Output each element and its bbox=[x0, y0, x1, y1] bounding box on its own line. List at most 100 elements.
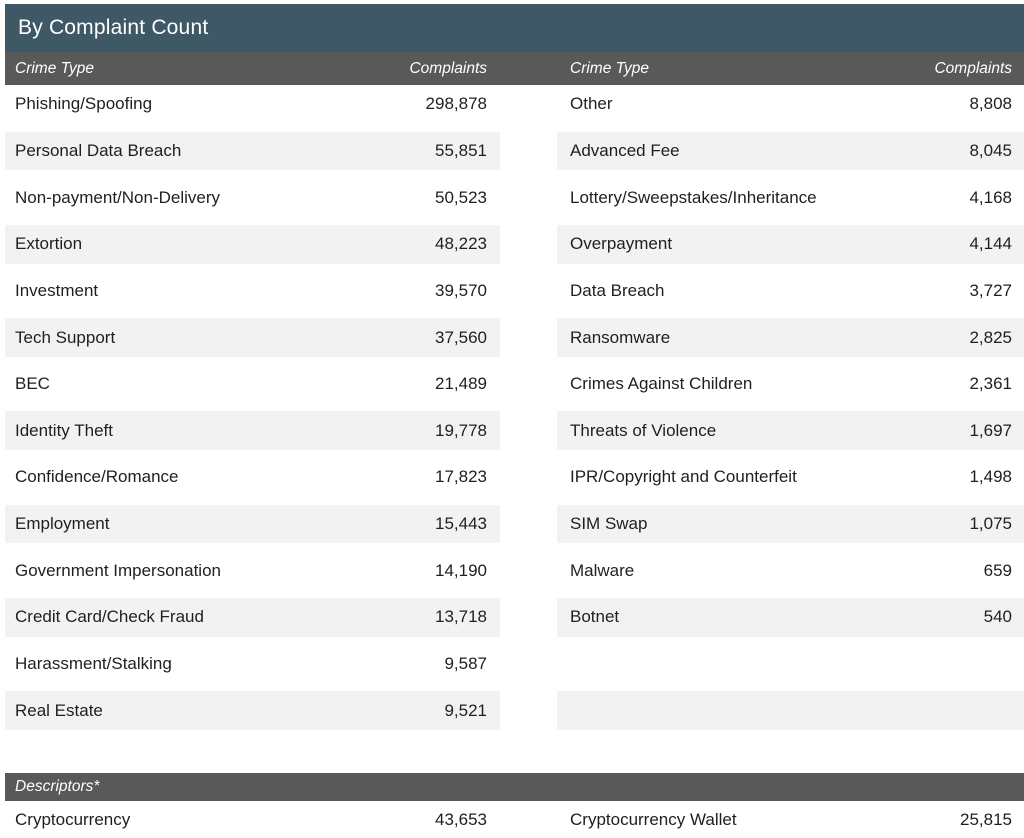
left-complaints-header: Complaints bbox=[409, 59, 487, 77]
table-row: Investment 39,570 bbox=[5, 271, 500, 319]
crime-type-cell: Credit Card/Check Fraud bbox=[15, 607, 204, 627]
crime-type-cell: Other bbox=[570, 94, 613, 114]
crime-type-cell: Extortion bbox=[15, 234, 83, 254]
complaints-cell: 1,697 bbox=[969, 420, 1012, 440]
left-complaints-table: Phishing/Spoofing 298,878 Personal Data Br… bbox=[5, 85, 500, 738]
crime-type-cell: Confidence/Romance bbox=[15, 467, 179, 487]
complaints-cell: 2,361 bbox=[969, 374, 1012, 394]
left-table-header: Crime Type Complaints bbox=[5, 52, 500, 85]
complaints-cell: 37,560 bbox=[435, 327, 487, 347]
descriptors-label: Descriptors* bbox=[15, 777, 100, 795]
crime-type-cell: Botnet bbox=[570, 607, 620, 627]
table-row: Real Estate 9,521 bbox=[5, 691, 500, 738]
table-row: Advanced Fee 8,045 bbox=[557, 131, 1024, 179]
complaints-cell: 4,168 bbox=[969, 187, 1012, 207]
crime-type-cell: IPR/Copyright and Counterfeit bbox=[570, 467, 797, 487]
table-row: BEC 21,489 bbox=[5, 364, 500, 412]
table-row: Harassment/Stalking 9,587 bbox=[5, 644, 500, 692]
table-row: SIM Swap 1,075 bbox=[557, 504, 1024, 552]
crime-type-cell: Employment bbox=[15, 514, 110, 534]
crime-type-cell: Tech Support bbox=[15, 327, 116, 347]
crime-type-cell: Advanced Fee bbox=[570, 140, 680, 160]
table-row: Malware 659 bbox=[557, 551, 1024, 599]
crime-type-cell: Cryptocurrency bbox=[15, 810, 131, 830]
right-table-header: Crime Type Complaints bbox=[557, 52, 1024, 85]
table-row: Other 8,808 bbox=[557, 85, 1024, 132]
crime-type-cell: Overpayment bbox=[570, 234, 673, 254]
crime-type-cell: BEC bbox=[15, 374, 50, 394]
crime-type-cell: Malware bbox=[570, 560, 635, 580]
right-crime-type-header: Crime Type bbox=[570, 59, 649, 77]
crime-type-cell: Phishing/Spoofing bbox=[15, 94, 153, 114]
section-title: By Complaint Count bbox=[18, 16, 209, 39]
table-row: Credit Card/Check Fraud 13,718 bbox=[5, 598, 500, 645]
complaints-cell: 43,653 bbox=[435, 810, 487, 830]
table-gap bbox=[500, 85, 557, 738]
left-descriptor-table: Cryptocurrency 43,653 bbox=[5, 800, 500, 838]
table-row: Phishing/Spoofing 298,878 bbox=[5, 85, 500, 132]
complaints-cell: 1,498 bbox=[969, 467, 1012, 487]
table-row: Lottery/Sweepstakes/Inheritance 4,168 bbox=[557, 178, 1024, 225]
crime-type-cell: Ransomware bbox=[570, 327, 671, 347]
crime-type-cell: Real Estate bbox=[15, 700, 103, 720]
complaints-cell: 298,878 bbox=[425, 94, 487, 114]
crime-type-cell: SIM Swap bbox=[570, 514, 648, 534]
crime-type-cell: Data Breach bbox=[570, 280, 665, 300]
right-complaints-header: Complaints bbox=[934, 59, 1012, 77]
complaints-cell: 17,823 bbox=[435, 467, 487, 487]
complaints-cell: 15,443 bbox=[435, 514, 487, 534]
complaints-cell: 3,727 bbox=[969, 280, 1012, 300]
table-row: IPR/Copyright and Counterfeit 1,498 bbox=[557, 458, 1024, 505]
table-row bbox=[557, 644, 1024, 692]
table-row: Threats of Violence 1,697 bbox=[557, 411, 1024, 459]
crime-type-cell: Investment bbox=[15, 280, 99, 300]
column-header-band: Crime Type Complaints Crime Type Complai… bbox=[5, 52, 1024, 85]
complaints-cell: 4,144 bbox=[969, 234, 1012, 254]
table-row: Personal Data Breach 55,851 bbox=[5, 131, 500, 179]
crime-type-cell: Non-payment/Non-Delivery bbox=[15, 187, 221, 207]
complaints-cell: 50,523 bbox=[435, 187, 487, 207]
complaints-cell: 2,825 bbox=[969, 327, 1012, 347]
table-row: Crimes Against Children 2,361 bbox=[557, 364, 1024, 412]
crime-type-cell: Crimes Against Children bbox=[570, 374, 753, 394]
table-row: Data Breach 3,727 bbox=[557, 271, 1024, 319]
table-row: Botnet 540 bbox=[557, 598, 1024, 645]
table-row: Tech Support 37,560 bbox=[5, 318, 500, 365]
table-row bbox=[557, 691, 1024, 738]
complaints-cell: 21,489 bbox=[435, 374, 487, 394]
complaints-cell: 48,223 bbox=[435, 234, 487, 254]
complaints-cell: 9,521 bbox=[444, 700, 487, 720]
descriptor-tables: Cryptocurrency 43,653 Cryptocurrency Wall… bbox=[5, 800, 1024, 838]
complaints-cell: 55,851 bbox=[435, 140, 487, 160]
table-row: Ransomware 2,825 bbox=[557, 318, 1024, 365]
left-crime-type-header: Crime Type bbox=[15, 59, 94, 77]
table-row: Government Impersonation 14,190 bbox=[5, 551, 500, 599]
complaints-cell: 39,570 bbox=[435, 280, 487, 300]
crime-type-cell: Cryptocurrency Wallet bbox=[570, 810, 737, 830]
table-row: Employment 15,443 bbox=[5, 504, 500, 552]
crime-type-cell: Lottery/Sweepstakes/Inheritance bbox=[570, 187, 817, 207]
table-row: Identity Theft 19,778 bbox=[5, 411, 500, 459]
table-row: Extortion 48,223 bbox=[5, 224, 500, 272]
crime-type-cell: Harassment/Stalking bbox=[15, 654, 172, 673]
table-gap bbox=[500, 801, 557, 838]
right-complaints-table: Other 8,808 Advanced Fee 8,045 Lottery/Sweep… bbox=[557, 85, 1024, 738]
complaints-cell: 659 bbox=[983, 560, 1012, 580]
complaints-cell: 1,075 bbox=[969, 514, 1012, 534]
complaints-cell: 540 bbox=[983, 607, 1012, 627]
section-title-bar: By Complaint Count bbox=[5, 4, 1024, 52]
complaints-cell: 13,718 bbox=[435, 607, 487, 627]
complaints-cell: 9,587 bbox=[444, 654, 487, 673]
header-gap bbox=[500, 52, 557, 85]
table-row: Non-payment/Non-Delivery 50,523 bbox=[5, 178, 500, 225]
complaints-cell: 8,045 bbox=[969, 140, 1012, 160]
crime-type-cell: Government Impersonation bbox=[15, 560, 221, 580]
crime-type-cell: Identity Theft bbox=[15, 420, 113, 440]
table-row: Confidence/Romance 17,823 bbox=[5, 458, 500, 505]
right-descriptor-table: Cryptocurrency Wallet 25,815 bbox=[557, 800, 1024, 838]
complaints-cell: 8,808 bbox=[969, 94, 1012, 114]
crime-type-cell: Personal Data Breach bbox=[15, 140, 182, 160]
table-row: Overpayment 4,144 bbox=[557, 224, 1024, 272]
section-spacer bbox=[5, 738, 1024, 773]
